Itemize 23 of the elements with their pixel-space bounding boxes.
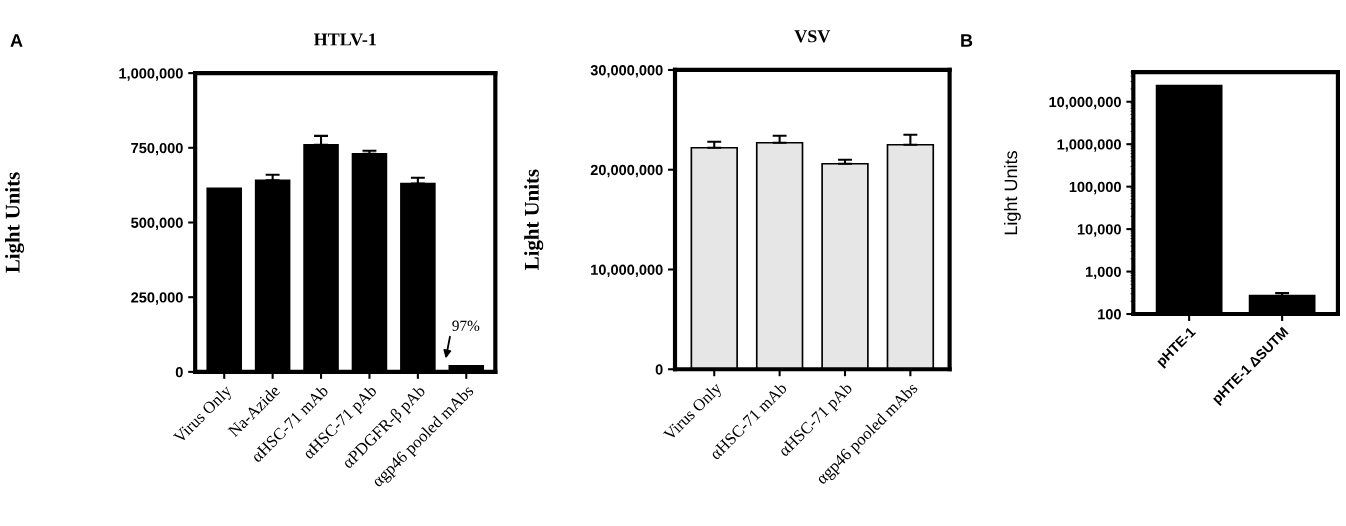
y-tick-label: 250,000: [131, 292, 183, 305]
y-tick-label: 0: [655, 364, 663, 375]
y-tick-label: 1,000,000: [119, 68, 183, 81]
y-tick-label: 10,000,000: [591, 264, 663, 278]
y-tick-label: 100: [1098, 309, 1121, 320]
y-tick-label: 750,000: [131, 142, 183, 156]
y-tick-label: 500,000: [131, 217, 183, 231]
y-tick-label: 0: [175, 366, 183, 378]
y-tick-label: 20,000,000: [590, 164, 663, 178]
text: A: [10, 34, 23, 47]
y-axis-title: Light Units: [1003, 151, 1021, 235]
y-tick-label: 100,000: [1069, 181, 1121, 195]
y-tick-label: 1,000: [1085, 266, 1121, 280]
y-tick-label: 30,000,000: [590, 65, 663, 78]
annotation: 97%: [452, 320, 480, 331]
y-tick-label: 1,000,000: [1057, 139, 1121, 152]
chart-title: HTLV-1: [313, 33, 376, 46]
text: B: [961, 34, 973, 47]
chart-title: VSV: [794, 30, 831, 43]
y-axis-title: Light Units: [524, 169, 544, 270]
y-tick-label: 10,000,000: [1049, 96, 1121, 110]
y-tick-label: 10,000: [1077, 224, 1121, 237]
y-axis-title: Light Units: [5, 172, 25, 273]
